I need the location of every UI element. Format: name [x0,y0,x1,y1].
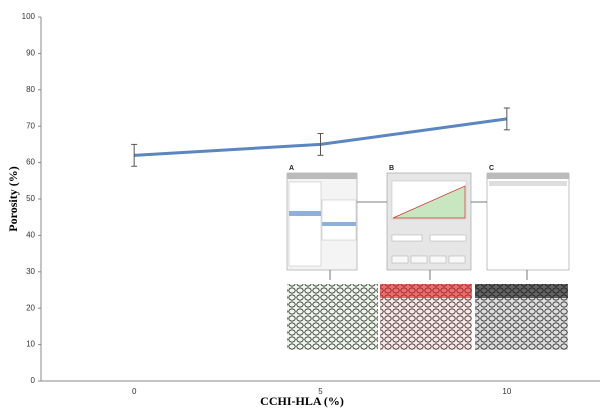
x-tick-label: 10 [502,387,511,396]
panel-c [487,173,569,270]
inset-label: B [389,165,394,172]
y-tick-label: 0 [31,376,36,385]
panel-b [387,173,471,270]
y-tick-label: 50 [26,194,35,203]
x-axis-title: CCHI-HLA (%) [260,394,344,408]
inset-label: C [489,165,494,172]
y-tick-label: 100 [22,12,36,21]
y-tick-label: 10 [26,340,35,349]
y-tick-label: 30 [26,267,35,276]
chart: CCHI-HLA (%) Porosity (%) [0,0,605,410]
micrographs [287,284,568,350]
x-tick-label: 0 [132,387,137,396]
inset [287,173,569,350]
y-tick-label: 40 [26,231,35,240]
y-tick-label: 20 [26,303,35,312]
y-tick-label: 90 [26,49,35,58]
y-tick-label: 60 [26,158,35,167]
y-tick-label: 80 [26,85,35,94]
x-tick-label: 5 [318,387,323,396]
y-tick-label: 70 [26,121,35,130]
inset-label: A [289,165,294,172]
panel-a [287,173,357,270]
y-axis-title: Porosity (%) [6,166,20,231]
